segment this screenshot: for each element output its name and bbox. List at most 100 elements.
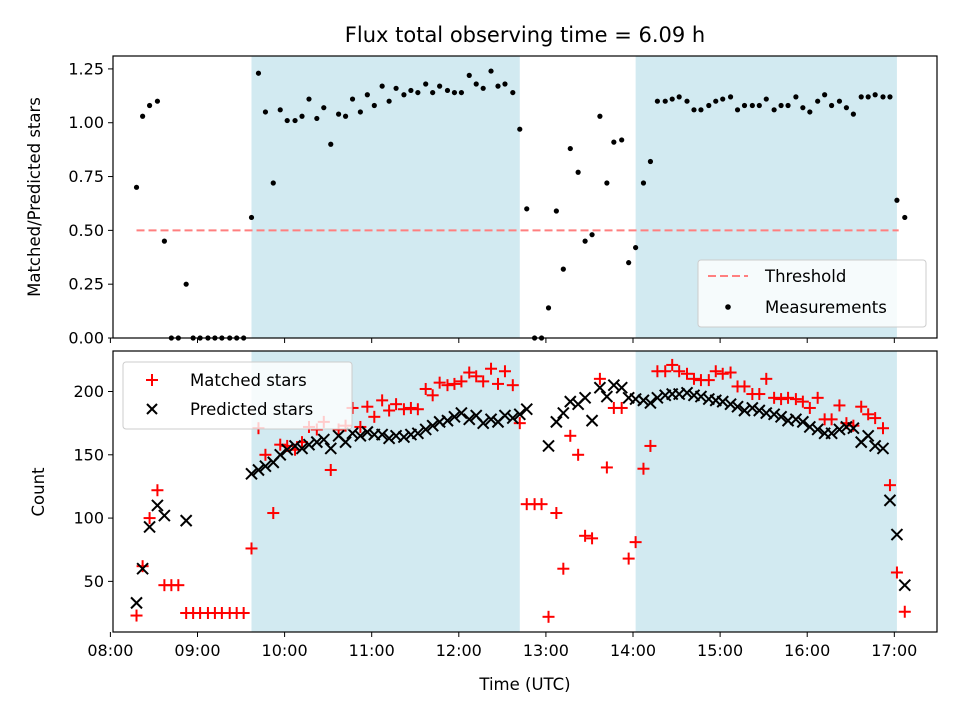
measurement-point [466, 72, 472, 78]
predicted-star-point [484, 413, 498, 426]
matched-star-point [376, 394, 389, 407]
legend-matched-swatch [146, 374, 158, 386]
bottom-plot-frame [112, 350, 938, 633]
matched-star-point [411, 403, 424, 416]
measurement-point [444, 87, 451, 94]
predicted-star-point [767, 408, 781, 421]
predicted-star-point [637, 394, 650, 407]
matched-star-point [738, 380, 751, 393]
matched-star-point [470, 370, 483, 383]
predicted-star-point [593, 381, 607, 394]
predicted-star-point [890, 528, 904, 541]
matched-star-point [803, 401, 816, 414]
matched-star-point [485, 362, 498, 375]
measurement-point [488, 68, 494, 74]
predicted-star-point [375, 428, 389, 441]
matched-star-point [637, 462, 650, 475]
matched-star-point [477, 375, 490, 388]
predicted-star-point [898, 578, 911, 592]
measurement-point [357, 109, 363, 115]
measurement-point [778, 102, 784, 109]
predicted-star-point [179, 514, 193, 527]
predicted-star-point [825, 427, 838, 440]
matched-star-point [659, 365, 672, 378]
measurement-point [684, 98, 690, 104]
measurement-point [560, 266, 566, 272]
predicted-star-point [789, 413, 803, 426]
matched-star-point [506, 379, 519, 392]
measurement-point [401, 92, 407, 98]
measurement-point [328, 141, 334, 147]
measurement-point [393, 85, 399, 91]
measurement-point [415, 89, 421, 96]
bottom-legend: Matched stars Predicted stars [122, 361, 353, 430]
y-tick-label: 0.75 [68, 167, 104, 186]
measurement-point [858, 94, 864, 100]
matched-star-point [876, 422, 889, 435]
predicted-star-point [441, 414, 454, 427]
shaded-interval [251, 56, 520, 338]
predicted-star-point [506, 411, 520, 425]
matched-star-point [579, 529, 592, 542]
predicted-star-point [716, 395, 729, 408]
measurement-point [524, 206, 530, 212]
predicted-star-point [463, 413, 476, 426]
x-tick-label: 12:00 [436, 641, 482, 660]
x-tick-label: 09:00 [174, 641, 220, 660]
measurement-point [850, 111, 856, 117]
predicted-star-point [564, 395, 577, 408]
y-tick-label: 50 [84, 572, 104, 591]
matched-star-point [622, 552, 635, 565]
matched-star-point [666, 358, 679, 371]
matched-star-point [463, 366, 476, 379]
measurement-point [713, 98, 719, 104]
predicted-star-point [339, 435, 352, 449]
predicted-star-point [419, 423, 432, 436]
measurement-point [836, 98, 843, 104]
measurement-point [386, 98, 392, 104]
measurement-point [676, 94, 682, 100]
predicted-star-point [796, 415, 810, 429]
measurement-point [626, 260, 632, 266]
y-tick-label: 150 [73, 445, 104, 464]
top-x-ticks [109, 338, 895, 343]
predicted-star-point [324, 442, 337, 455]
predicted-star-point [883, 494, 897, 507]
bottom-star-points [130, 358, 911, 623]
legend-threshold-label: Threshold [764, 267, 846, 286]
predicted-star-point [724, 397, 737, 411]
matched-star-point [564, 429, 577, 442]
bottom-x-axis: 08:00 09:00 10:00 11:00 12:00 13:00 14:00 15:00… [87, 632, 917, 660]
predicted-star-point [861, 429, 875, 443]
legend-predicted-swatch [146, 403, 158, 415]
matched-star-point [143, 512, 156, 525]
measurement-point [597, 113, 603, 119]
predicted-star-point [542, 439, 555, 453]
x-tick-label: 14:00 [610, 641, 656, 660]
predicted-star-point [274, 448, 287, 461]
predicted-star-point [158, 509, 171, 522]
measurement-point [698, 107, 704, 113]
matched-star-point [557, 562, 570, 575]
measurement-point [262, 109, 269, 115]
matched-star-point [274, 438, 287, 451]
y-tick-label: 1.00 [68, 113, 104, 132]
measurement-point [154, 98, 161, 104]
measurement-point [299, 113, 305, 119]
measurement-point [633, 244, 639, 251]
top-legend-box [697, 259, 927, 328]
predicted-star-point [550, 415, 563, 429]
predicted-star-point [833, 423, 846, 436]
predicted-star-point [143, 520, 156, 534]
matched-star-point [586, 532, 599, 545]
measurement-point [364, 92, 370, 98]
matched-star-point [789, 393, 802, 406]
measurement-point [785, 102, 791, 109]
matched-star-point [136, 560, 149, 573]
top-y-axis: 0.00 0.25 0.50 0.75 1.00 1.25 [68, 59, 113, 348]
predicted-star-point [281, 443, 294, 456]
bottom-panel: 50 100 150 200 08:00 09:00 10:00 11:00 12:00 13:… [29, 350, 938, 694]
matched-star-point [448, 377, 461, 390]
measurement-point [284, 117, 290, 124]
matched-star-point [383, 404, 396, 417]
